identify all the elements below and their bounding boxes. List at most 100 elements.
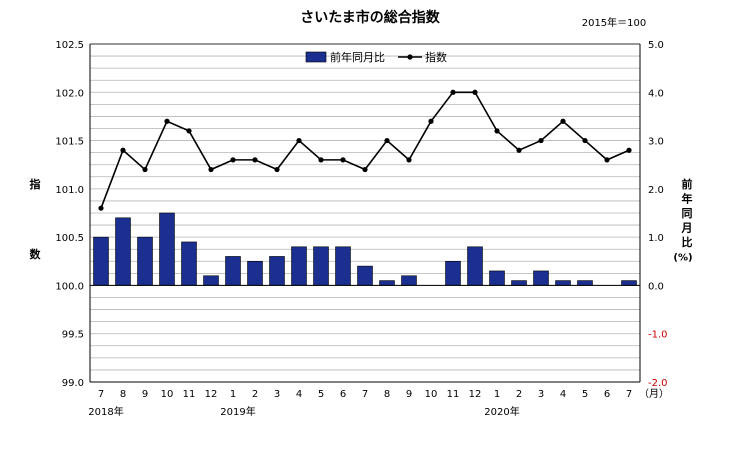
bar [137, 236, 153, 286]
y-right-tick-label: -1.0 [648, 330, 668, 341]
y-right-axis-label: 同 [682, 207, 693, 220]
y-left-tick-label: 101.0 [55, 185, 84, 196]
legend-line-label: 指数 [425, 50, 447, 64]
data-point [406, 157, 412, 163]
data-point [274, 166, 280, 173]
bar [621, 280, 637, 286]
bar [115, 217, 131, 286]
x-tick-label: 7 [626, 389, 632, 400]
data-point [472, 89, 478, 95]
y-right-tick-label: 4.0 [648, 88, 664, 99]
x-tick-label: 9 [406, 389, 412, 400]
y-right-tick-label: 2.0 [648, 185, 664, 196]
x-tick-label: 7 [98, 389, 104, 400]
legend-bar-swatch [305, 51, 327, 63]
x-tick-label: 2 [252, 389, 258, 400]
data-point [428, 118, 434, 124]
data-point [186, 128, 192, 134]
x-tick-label: 1 [494, 389, 500, 400]
y-right-tick-label: 1.0 [648, 233, 664, 244]
y-right-tick-label: 0.0 [648, 281, 664, 292]
bar [181, 241, 197, 286]
y-left-tick-label: 99.5 [62, 330, 84, 341]
bar [467, 246, 483, 286]
y-right-tick-label: 3.0 [648, 137, 664, 148]
y-right-axis-label: 比 [682, 235, 693, 249]
y-left-tick-label: 100.0 [55, 281, 84, 292]
x-tick-label: 3 [538, 389, 544, 400]
year-label: 2018年 [88, 405, 123, 418]
bar [159, 212, 175, 286]
data-point [98, 205, 104, 211]
bar [313, 246, 329, 286]
data-point [230, 157, 236, 163]
x-tick-label: 8 [384, 389, 390, 400]
bar [511, 280, 527, 286]
y-right-tick-label: -2.0 [648, 378, 668, 389]
data-point [252, 157, 258, 163]
x-tick-label: 10 [425, 389, 438, 400]
x-tick-label: 8 [120, 389, 126, 400]
bar [445, 260, 461, 286]
y-right-tick-label: 5.0 [648, 40, 664, 51]
x-tick-label: 10 [161, 389, 174, 400]
base-note: 2015年＝100 [582, 16, 647, 29]
year-label: 2020年 [484, 405, 519, 418]
data-point [142, 166, 148, 173]
axis-labels: 99.099.5100.0100.5101.0101.5102.0102.5-2… [30, 40, 693, 418]
bar [401, 275, 417, 286]
data-point [296, 137, 302, 144]
bar [577, 280, 593, 286]
y-right-axis-label: 月 [681, 222, 693, 235]
data-point [560, 118, 566, 124]
x-tick-label: 1 [230, 389, 236, 400]
chart-title: さいたま市の総合指数 [300, 9, 441, 26]
data-point [340, 157, 346, 163]
x-unit-label: （月） [639, 388, 669, 400]
legend-line-marker [407, 54, 413, 60]
bar [225, 256, 241, 286]
data-point [384, 137, 390, 144]
y-left-tick-label: 102.0 [55, 88, 84, 99]
x-tick-label: 4 [296, 389, 302, 400]
bar [291, 246, 307, 286]
x-tick-label: 9 [142, 389, 148, 400]
data-point [582, 137, 588, 144]
year-label: 2019年 [220, 405, 255, 418]
x-tick-label: 6 [340, 389, 346, 400]
data-point [494, 128, 500, 134]
legend-bar-label: 前年同月比 [330, 50, 385, 64]
data-point [164, 118, 170, 124]
bar [533, 270, 549, 286]
bar [93, 236, 109, 286]
bar [247, 260, 263, 286]
data-point [362, 166, 368, 173]
data-point [626, 147, 632, 153]
y-left-axis-label: 数 [30, 247, 42, 261]
data-point [538, 137, 544, 144]
bar [203, 275, 219, 286]
x-tick-label: 6 [604, 389, 610, 400]
bar [489, 270, 505, 286]
bar [379, 280, 395, 286]
x-tick-label: 2 [516, 389, 522, 400]
series-line [100, 91, 630, 209]
x-tick-label: 4 [560, 389, 566, 400]
y-left-tick-label: 99.0 [62, 378, 84, 389]
y-right-axis-label: (%) [673, 253, 692, 264]
line-series [98, 89, 632, 211]
x-tick-label: 11 [183, 389, 196, 400]
y-right-axis-label: 前 [682, 177, 693, 191]
y-right-axis-label: 年 [682, 192, 693, 206]
x-tick-label: 12 [469, 389, 482, 400]
bar-series [93, 212, 637, 286]
data-point [120, 147, 126, 153]
x-tick-label: 7 [362, 389, 368, 400]
x-tick-label: 5 [318, 389, 324, 400]
y-left-axis-label: 指 [30, 177, 41, 191]
bar [357, 265, 373, 286]
x-tick-label: 12 [205, 389, 218, 400]
y-left-tick-label: 101.5 [55, 137, 84, 148]
legend: 前年同月比 指数 [305, 50, 447, 64]
